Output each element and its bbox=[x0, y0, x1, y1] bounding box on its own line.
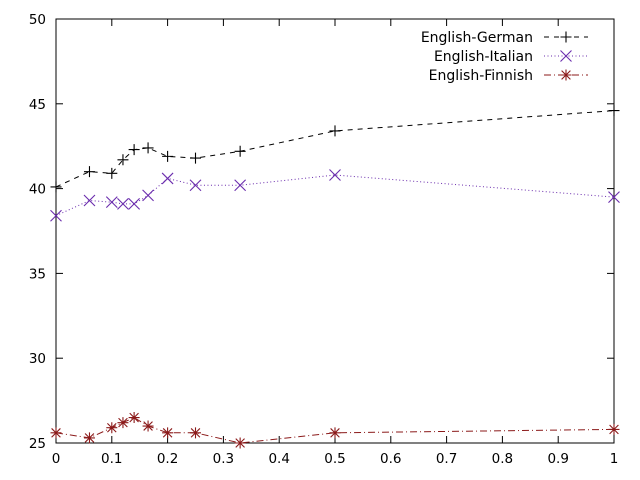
y-tick-label: 35 bbox=[29, 266, 46, 282]
y-tick-label: 45 bbox=[29, 97, 46, 113]
data-point bbox=[83, 194, 96, 207]
x-tick-label: 1 bbox=[610, 451, 619, 467]
y-tick-label: 25 bbox=[29, 436, 46, 452]
data-point bbox=[117, 197, 129, 210]
data-point bbox=[234, 179, 247, 192]
data-point bbox=[161, 172, 174, 185]
data-point bbox=[50, 209, 62, 222]
legend-marker bbox=[560, 69, 572, 81]
data-point bbox=[608, 105, 620, 117]
legend-marker bbox=[560, 50, 572, 62]
y-tick-label: 40 bbox=[29, 182, 46, 198]
data-point bbox=[142, 420, 154, 432]
series-layer bbox=[50, 105, 620, 449]
data-point bbox=[142, 142, 154, 154]
data-point bbox=[83, 166, 95, 178]
x-tick-label: 0.1 bbox=[101, 451, 122, 467]
axes-layer: 0 0.1 0.2 0.3 0.4 0.5 0.6 0.7 0.8 0.9 1 25 30 35 40 45 5… bbox=[29, 12, 618, 467]
series-english-italian bbox=[50, 169, 620, 222]
legend-marker bbox=[560, 31, 572, 43]
data-point bbox=[189, 179, 202, 192]
data-point bbox=[162, 427, 174, 439]
x-tick-label: 0.2 bbox=[157, 451, 178, 467]
data-point bbox=[162, 150, 174, 162]
x-tick-label: 0.7 bbox=[436, 451, 457, 467]
data-point bbox=[117, 154, 129, 166]
legend: English-German English-Italian English-Fin… bbox=[421, 30, 588, 84]
x-tick-label: 0.5 bbox=[324, 451, 345, 467]
legend-label: English-Italian bbox=[434, 49, 533, 65]
y-tick-label: 50 bbox=[29, 12, 46, 28]
data-point bbox=[142, 189, 154, 202]
legend-label: English-Finnish bbox=[429, 68, 533, 84]
data-point bbox=[608, 191, 620, 203]
x-tick-label: 0 bbox=[52, 451, 61, 467]
data-point bbox=[190, 427, 201, 439]
x-tick-label: 0.3 bbox=[213, 451, 234, 467]
x-tick-label: 0.4 bbox=[268, 451, 289, 467]
data-point bbox=[50, 427, 62, 439]
data-point bbox=[329, 169, 341, 181]
data-point bbox=[128, 412, 140, 424]
series-english-german bbox=[50, 105, 620, 193]
data-point bbox=[105, 196, 118, 209]
series-line bbox=[55, 110, 615, 188]
data-point bbox=[50, 181, 62, 193]
data-point bbox=[83, 432, 95, 444]
x-tick-label: 0.8 bbox=[492, 451, 513, 467]
data-point bbox=[234, 437, 246, 449]
series-line bbox=[55, 174, 615, 217]
x-tick-label: 0.9 bbox=[547, 451, 568, 467]
data-point bbox=[608, 423, 620, 435]
legend-label: English-German bbox=[421, 30, 533, 46]
data-point bbox=[106, 422, 118, 434]
data-point bbox=[234, 145, 246, 157]
data-point bbox=[106, 167, 118, 179]
data-point bbox=[329, 427, 341, 439]
data-point bbox=[117, 417, 129, 429]
series-english-finnish bbox=[50, 412, 620, 449]
y-tick-label: 30 bbox=[29, 351, 46, 367]
x-tick-label: 0.6 bbox=[380, 451, 401, 467]
data-point bbox=[128, 144, 140, 156]
data-point bbox=[128, 197, 141, 210]
data-point bbox=[190, 152, 201, 164]
data-point bbox=[329, 125, 341, 137]
